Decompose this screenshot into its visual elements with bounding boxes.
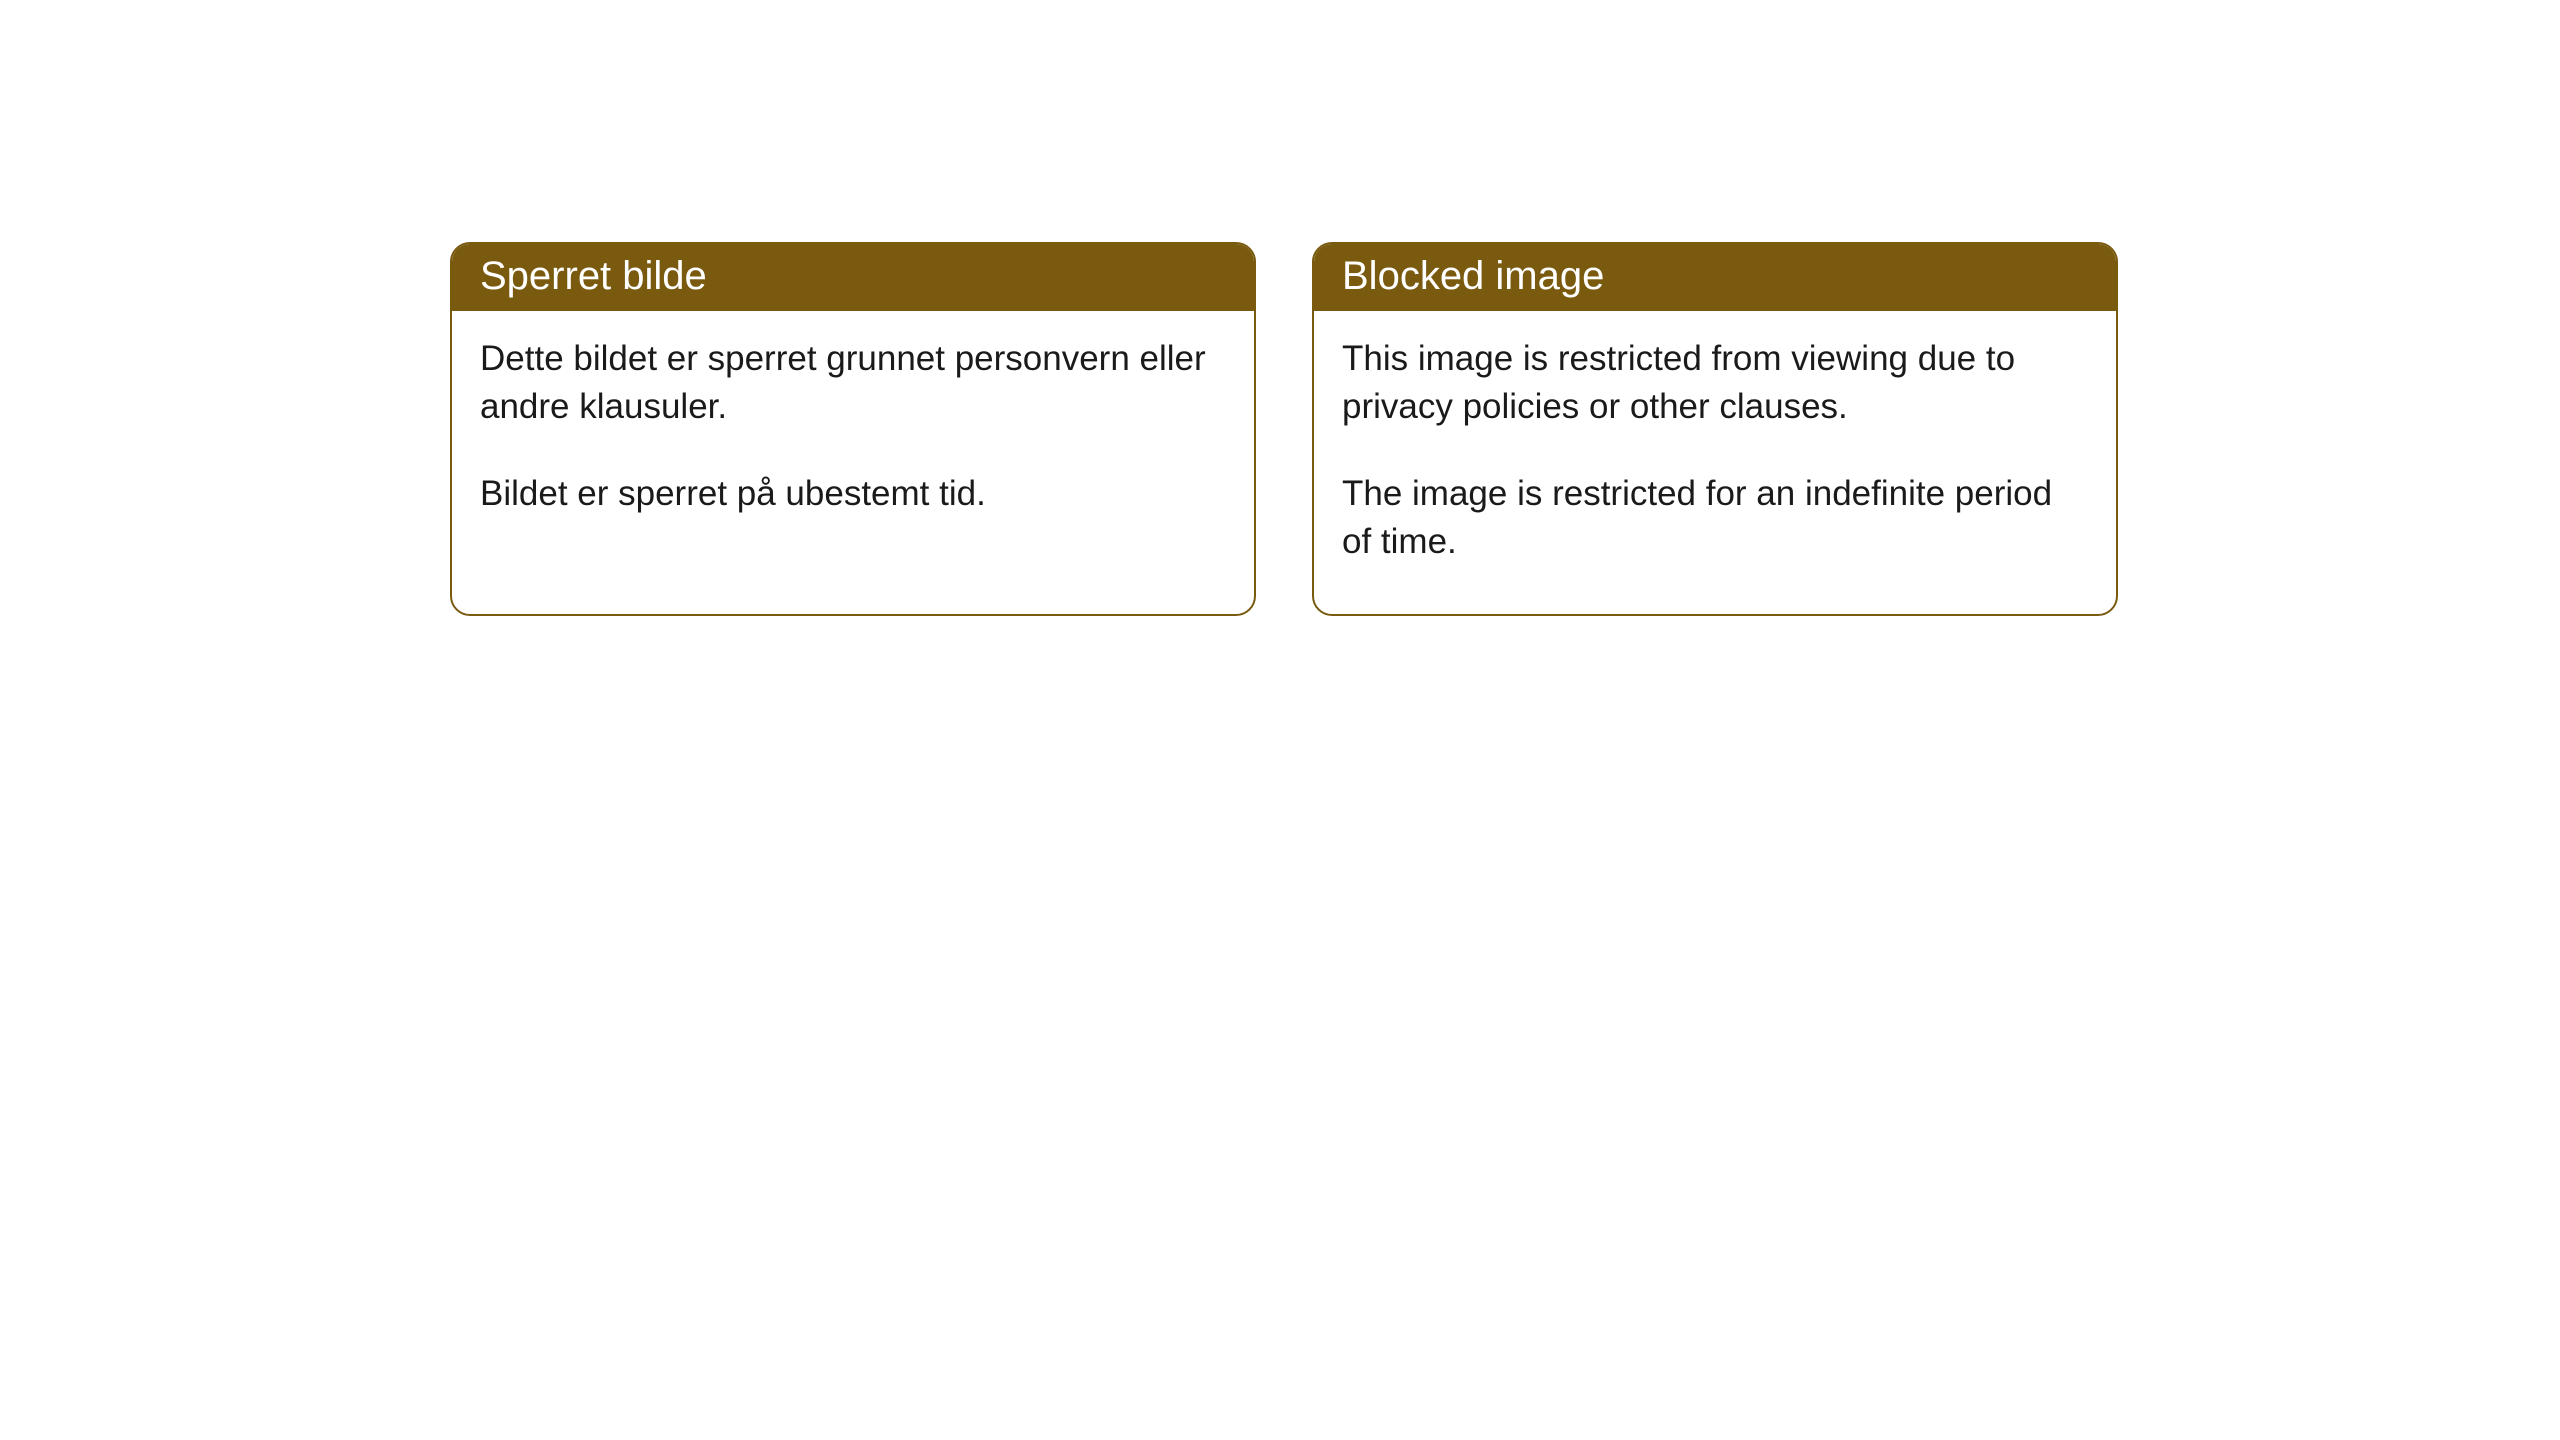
blocked-image-card-norwegian: Sperret bilde Dette bildet er sperret gr…	[450, 242, 1256, 616]
card-body: This image is restricted from viewing du…	[1314, 311, 2116, 614]
cards-container: Sperret bilde Dette bildet er sperret gr…	[0, 0, 2560, 616]
card-title: Sperret bilde	[452, 244, 1254, 311]
card-paragraph: The image is restricted for an indefinit…	[1342, 470, 2088, 567]
card-paragraph: This image is restricted from viewing du…	[1342, 335, 2088, 432]
card-paragraph: Bildet er sperret på ubestemt tid.	[480, 470, 1226, 518]
card-body: Dette bildet er sperret grunnet personve…	[452, 311, 1254, 566]
blocked-image-card-english: Blocked image This image is restricted f…	[1312, 242, 2118, 616]
card-paragraph: Dette bildet er sperret grunnet personve…	[480, 335, 1226, 432]
card-title: Blocked image	[1314, 244, 2116, 311]
